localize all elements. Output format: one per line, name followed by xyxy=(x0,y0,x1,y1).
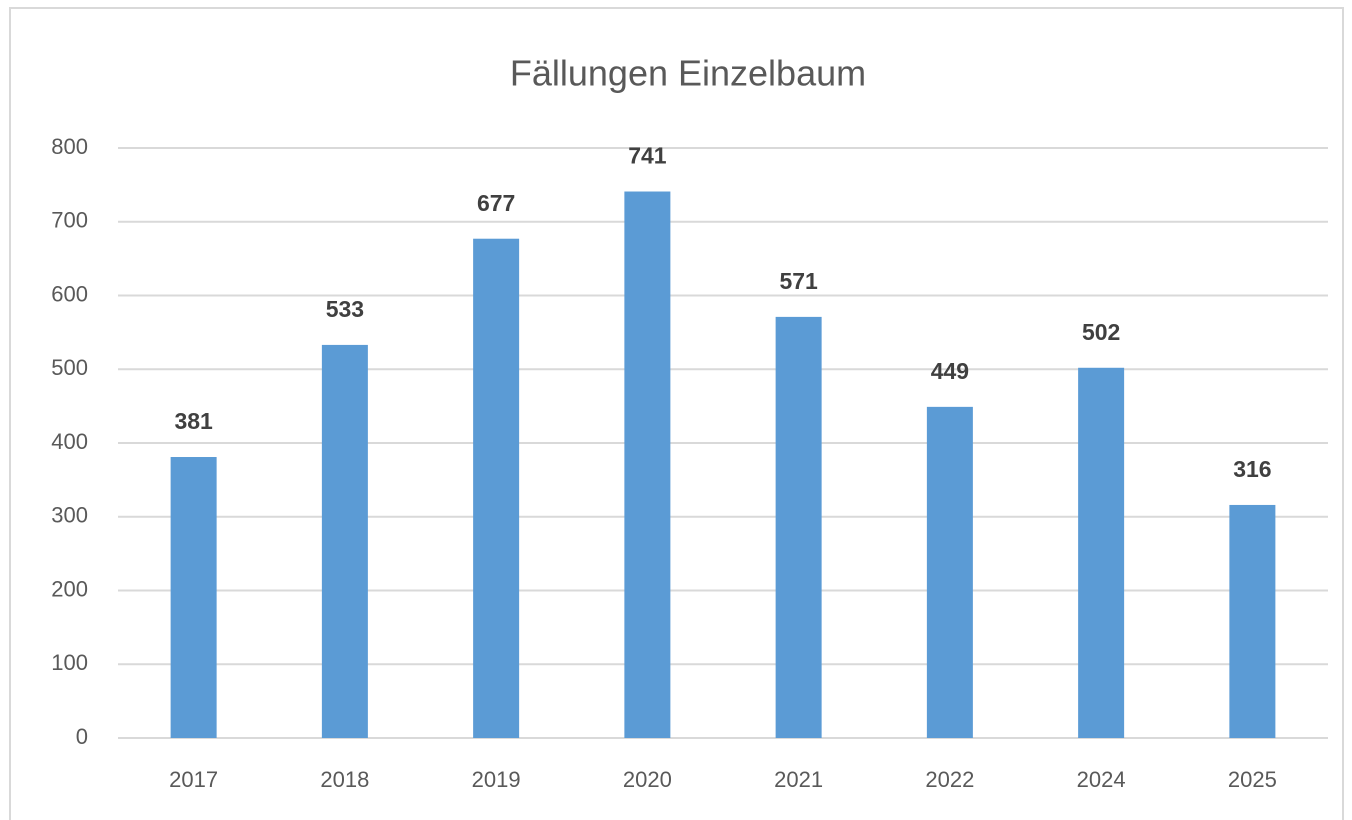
x-tick-label: 2020 xyxy=(623,767,672,792)
bar xyxy=(473,238,520,738)
bar xyxy=(624,191,671,738)
y-tick-label: 100 xyxy=(51,650,88,675)
data-label: 316 xyxy=(1233,456,1271,482)
y-tick-label: 600 xyxy=(51,281,88,306)
bar xyxy=(775,316,822,738)
chart-title: Fällungen Einzelbaum xyxy=(510,53,866,94)
x-tick-label: 2022 xyxy=(925,767,974,792)
data-label: 741 xyxy=(628,143,667,169)
y-tick-label: 0 xyxy=(76,724,88,749)
x-tick-label: 2018 xyxy=(320,767,369,792)
data-label: 502 xyxy=(1082,319,1120,345)
bar xyxy=(321,344,368,738)
data-label: 449 xyxy=(931,358,969,384)
y-tick-label: 500 xyxy=(51,355,88,380)
bar xyxy=(1229,504,1276,738)
data-label: 381 xyxy=(174,408,213,434)
data-label: 677 xyxy=(477,190,515,216)
bar xyxy=(926,406,973,738)
y-tick-label: 800 xyxy=(51,134,88,159)
bar xyxy=(170,457,217,738)
y-tick-label: 300 xyxy=(51,503,88,528)
bar xyxy=(1078,367,1125,738)
x-tick-label: 2017 xyxy=(169,767,218,792)
data-label: 571 xyxy=(779,268,818,294)
x-tick-label: 2019 xyxy=(472,767,521,792)
data-label: 533 xyxy=(326,296,364,322)
y-tick-label: 400 xyxy=(51,429,88,454)
x-tick-label: 2021 xyxy=(774,767,823,792)
x-tick-label: 2024 xyxy=(1077,767,1126,792)
x-tick-label: 2025 xyxy=(1228,767,1277,792)
y-tick-label: 700 xyxy=(51,208,88,233)
y-tick-label: 200 xyxy=(51,576,88,601)
